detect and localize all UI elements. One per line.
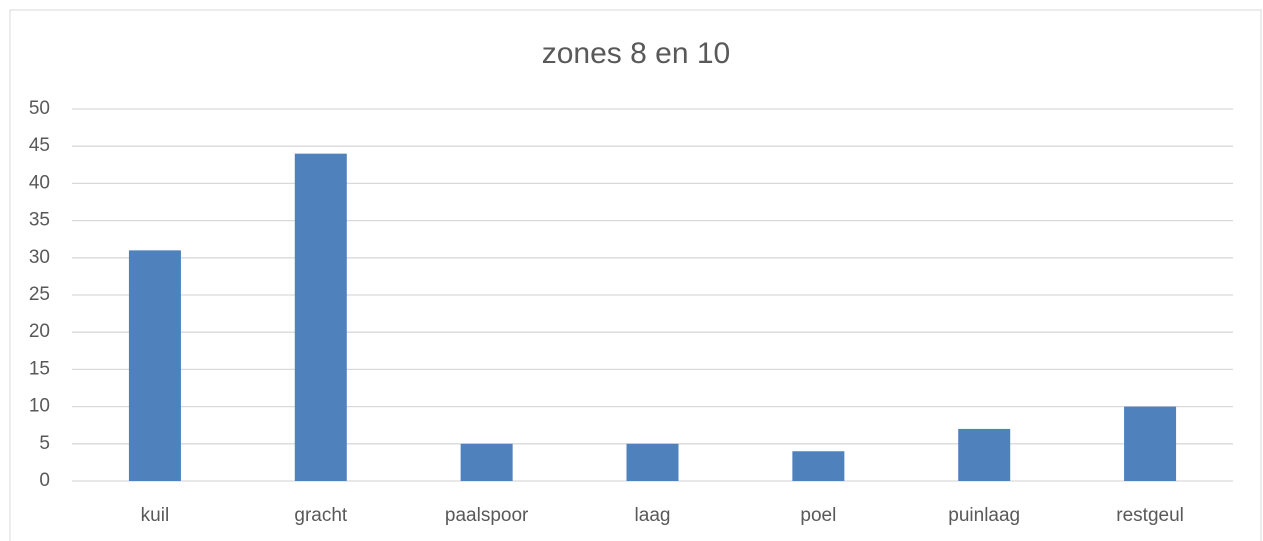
y-tick-label: 40	[29, 172, 50, 193]
y-tick-label: 25	[29, 284, 50, 305]
y-tick-label: 20	[29, 321, 50, 342]
x-tick-label: restgeul	[1116, 505, 1184, 526]
y-tick-label: 15	[29, 358, 50, 379]
x-tick-label: paalspoor	[445, 505, 529, 526]
x-tick-label: poel	[800, 505, 836, 526]
bar	[294, 153, 347, 481]
y-tick-label: 0	[39, 470, 50, 491]
chart-title: zones 8 en 10	[542, 37, 730, 70]
y-tick-label: 5	[39, 433, 50, 454]
x-tick-label: kuil	[141, 505, 170, 526]
y-tick-label: 45	[29, 135, 50, 156]
y-tick-label: 30	[29, 247, 50, 268]
x-tick-label: gracht	[294, 505, 348, 526]
bar	[128, 250, 181, 481]
bar	[626, 443, 679, 481]
bar	[1124, 406, 1177, 481]
bar	[460, 443, 513, 481]
y-tick-label: 50	[29, 98, 50, 119]
y-tick-label: 10	[29, 396, 50, 417]
bar	[792, 451, 845, 481]
x-tick-label: laag	[635, 505, 671, 526]
bar	[958, 428, 1011, 481]
x-tick-label: puinlaag	[948, 505, 1020, 526]
y-tick-label: 35	[29, 210, 50, 231]
